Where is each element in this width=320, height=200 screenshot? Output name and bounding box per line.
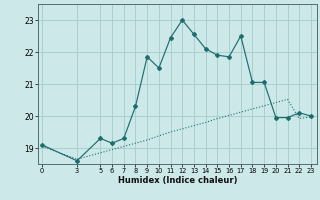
- X-axis label: Humidex (Indice chaleur): Humidex (Indice chaleur): [118, 176, 237, 185]
